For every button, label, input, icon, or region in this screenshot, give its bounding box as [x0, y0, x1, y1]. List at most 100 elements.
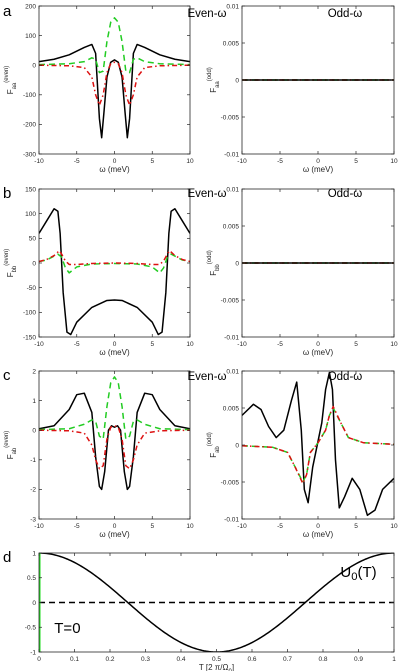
x-tick-label: 0: [113, 158, 117, 165]
x-tick-label: -10: [34, 158, 44, 165]
x-tick-label: 10: [186, 341, 194, 348]
x-tick-label: 0.6: [247, 656, 256, 663]
chart-b-odd: -10 -5 0 5 10 -0.01 -0.005 0 0.005 0.01 ω (meV) Fbb…: [207, 186, 398, 357]
series-line-1: [39, 207, 190, 336]
x-tick-label: -5: [277, 341, 283, 348]
series-line-1: [39, 553, 394, 652]
x-tick-label: 10: [390, 341, 398, 348]
panel-title: Odd-ω: [328, 371, 363, 383]
x-tick-label: 10: [390, 523, 398, 530]
y-tick-label: 1: [32, 550, 36, 557]
series-line-2: [39, 17, 190, 74]
chart-c-odd: -10 -5 0 5 10 -0.01 -0.005 0 0.005 0.01 ω (meV) Fab…: [207, 368, 398, 539]
axes-frame: [38, 370, 191, 520]
y-tick-label: -1: [30, 649, 36, 656]
x-tick-label: 10: [390, 158, 398, 165]
panel-title: Odd-ω: [328, 8, 363, 20]
y-tick-label: -0.01: [224, 334, 239, 341]
series-line-3: [39, 61, 190, 106]
axes-frame: [38, 5, 191, 155]
annotation-label: T=0: [54, 620, 80, 637]
y-tick-label: 200: [25, 3, 36, 10]
panel-title: Even-ω: [187, 371, 226, 383]
y-tick-label: -3: [30, 516, 36, 523]
x-tick-label: -5: [74, 523, 80, 530]
x-tick-label: 0.8: [318, 656, 327, 663]
y-tick-label: -150: [23, 334, 36, 341]
series-group: [39, 376, 190, 491]
x-axis-label: ω (meV): [99, 165, 130, 174]
y-tick-label: 2: [32, 368, 36, 375]
x-tick-label: 5: [150, 158, 154, 165]
x-tick-label: -5: [277, 158, 283, 165]
x-tick-label: -10: [237, 158, 247, 165]
x-tick-label: 5: [354, 158, 358, 165]
y-tick-label: 1: [32, 398, 36, 405]
y-tick-label: 0.005: [223, 223, 240, 230]
y-tick-label: 0.005: [223, 405, 240, 412]
x-axis-label: ω (meV): [99, 530, 130, 539]
y-tick-label: 0.01: [226, 3, 239, 10]
y-axis-label: Faa(even): [4, 66, 18, 95]
x-axis-label: ω (meV): [99, 348, 130, 357]
series-line-1: [39, 392, 190, 491]
y-tick-label: 50: [29, 236, 37, 243]
y-tick-label: 0.005: [223, 40, 240, 47]
series-line-1: [242, 371, 394, 517]
y-axis-label: Fab(odd): [207, 432, 221, 458]
y-tick-label: 0: [235, 442, 239, 449]
x-tick-label: 10: [186, 523, 194, 530]
x-axis-label: ω (meV): [303, 165, 334, 174]
y-tick-label: 0: [32, 600, 36, 607]
series-line-1: [39, 43, 190, 139]
series-group: [39, 17, 190, 139]
annotation-label: U0(T): [340, 564, 376, 583]
y-tick-label: 0: [235, 77, 239, 84]
y-tick-label: -200: [23, 122, 36, 129]
x-tick-label: 0.2: [105, 656, 114, 663]
panel-title: Odd-ω: [328, 188, 363, 200]
series-group: [39, 207, 190, 336]
y-axis-label: Fbb(even): [4, 249, 18, 278]
y-tick-label: 0: [32, 260, 36, 267]
x-tick-label: 5: [150, 523, 154, 530]
y-tick-label: -0.01: [224, 151, 239, 158]
y-tick-label: -0.5: [25, 625, 37, 632]
x-tick-label: 1: [392, 656, 396, 663]
y-tick-label: 0: [32, 428, 36, 435]
x-tick-label: 0.9: [354, 656, 363, 663]
x-tick-label: 0: [113, 341, 117, 348]
chart-a-odd: -10 -5 0 5 10 -0.01 -0.005 0 0.005 0.01 ω (meV) Faa…: [207, 3, 398, 174]
y-tick-label: -100: [23, 310, 36, 317]
x-tick-label: 0: [113, 523, 117, 530]
y-tick-label: -1: [30, 457, 36, 464]
y-tick-label: -0.005: [221, 479, 240, 486]
x-tick-label: -10: [237, 523, 247, 530]
x-tick-label: -5: [277, 523, 283, 530]
x-tick-label: -10: [34, 523, 44, 530]
x-tick-label: -10: [34, 341, 44, 348]
panel-letter: c: [3, 367, 11, 384]
panel-letter: b: [3, 185, 11, 202]
y-tick-label: -0.005: [221, 297, 240, 304]
y-tick-label: 0: [32, 63, 36, 70]
series-group: [242, 371, 394, 517]
chart-a-even: -10 -5 0 5 10 -300 -200 -100 0 100 200 ω (meV) Faa(e…: [3, 3, 227, 174]
x-tick-label: 0.1: [70, 656, 79, 663]
y-tick-label: 100: [25, 211, 36, 218]
y-tick-label: -300: [23, 151, 36, 158]
y-tick-label: 0.5: [27, 575, 36, 582]
x-tick-label: 0: [316, 341, 320, 348]
y-tick-label: -0.01: [224, 516, 239, 523]
panel-title: Even-ω: [187, 8, 226, 20]
y-tick-label: -50: [27, 285, 37, 292]
x-tick-label: 0.7: [283, 656, 292, 663]
y-tick-label: -2: [30, 487, 36, 494]
x-axis-label: ω (meV): [303, 348, 334, 357]
y-tick-label: 0: [235, 260, 239, 267]
x-tick-label: 0: [37, 656, 41, 663]
x-tick-label: 10: [186, 158, 194, 165]
y-tick-label: 100: [25, 33, 36, 40]
